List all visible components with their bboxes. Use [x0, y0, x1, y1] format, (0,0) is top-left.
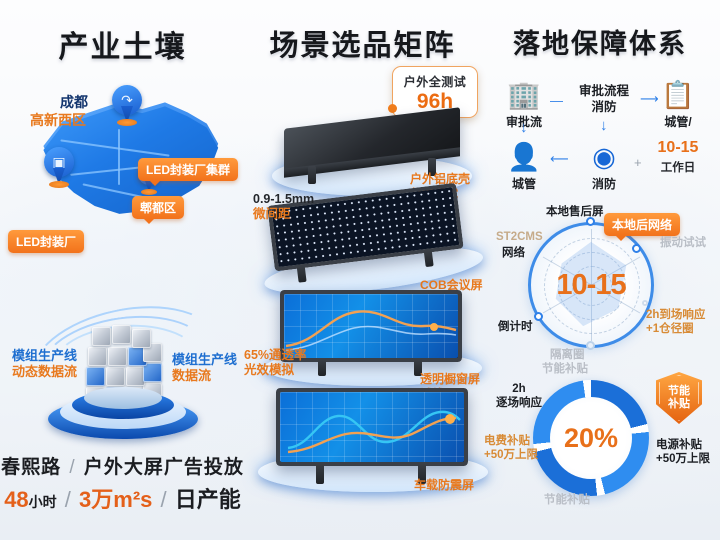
- radar-label-right-faint: 振动试试: [660, 237, 706, 249]
- donut-center-value: 20%: [550, 397, 632, 479]
- stats-capacity: 日产能: [174, 487, 241, 512]
- flow-node-urban-person[interactable]: 👤 城管: [494, 140, 554, 192]
- device-leg: [428, 158, 436, 176]
- screen-curve-chart: [285, 310, 457, 351]
- donut-label-power-subsidy: 电源补贴 +50万上限: [656, 439, 711, 466]
- flow-node-approval[interactable]: 🏢 审批流: [494, 78, 554, 130]
- label-module-line-left: 模组生产线 动态数据流: [12, 348, 78, 379]
- pin-chengdu[interactable]: ↷: [112, 85, 142, 126]
- flow-arrow-right-icon: ⟶: [640, 91, 659, 106]
- donut-label-top: 节能补贴: [542, 363, 588, 375]
- flow-node-urban-doc[interactable]: 📋 城管/: [648, 78, 708, 130]
- radar-label-top: 本地售后屏: [546, 206, 604, 218]
- screen-curve-chart: [287, 410, 461, 454]
- clipboard-icon: 📋: [661, 79, 695, 110]
- panel-landing-guarantee: 落地保障体系 🏢 审批流 📋 城管/ 👤 城管 ◉ 消防 审批流程 消防: [480, 0, 720, 540]
- spec-pixel-pitch: 0.9-1.5mm 微间距: [253, 192, 315, 222]
- flow-node-fire[interactable]: ◉ 消防: [574, 140, 634, 192]
- badge-dot-icon: [388, 104, 397, 113]
- left-stats: 春熙路 / 户外大屏广告投放 48小时 / 3万m²s / 日产能: [0, 452, 245, 514]
- person-icon: 👤: [507, 141, 541, 172]
- radar-label-bottom: 隔离圈: [550, 349, 585, 361]
- flow-working-days: 10-15 工作日: [657, 139, 699, 175]
- radar-label-response: 2h到场响应 +1仓径圈: [646, 309, 706, 336]
- donut-chart-subsidy[interactable]: 20%: [533, 380, 649, 496]
- donut-label-response: 2h 逐场响应: [496, 383, 542, 410]
- map-tag-led-factory[interactable]: LED封装厂: [8, 230, 85, 253]
- radar-node: [534, 312, 543, 321]
- radar-node: [642, 300, 648, 306]
- radar-label-countdown: 倒计时: [498, 321, 533, 333]
- device-screen: [276, 388, 468, 466]
- stats-row-2: 48小时 / 3万m²s / 日产能: [4, 487, 241, 512]
- page-title-mid: 场景选品矩阵: [269, 30, 456, 62]
- device-leg: [418, 462, 426, 484]
- watermark: [711, 526, 714, 535]
- map-city-label: 成都: [60, 94, 88, 110]
- radar-center-value: 10-15: [556, 268, 626, 301]
- flow-middle-label: 审批流程 消防: [578, 84, 629, 114]
- stats-hours-unit: 小时: [28, 494, 57, 510]
- badge-energy-subsidy[interactable]: 节能 补贴: [656, 372, 702, 424]
- podium-ring-inner: [84, 387, 162, 409]
- screen-chart-face: [280, 392, 464, 462]
- radar-label-left: 网络: [502, 247, 525, 259]
- map-border-line: [118, 129, 120, 185]
- device-leg: [308, 166, 316, 184]
- device-transparent-window-screen[interactable]: [264, 290, 482, 386]
- radar-badge-local-network[interactable]: 本地后网络: [604, 213, 681, 241]
- map-tag-pidu[interactable]: 郫都区: [132, 196, 185, 224]
- device-screen: [280, 290, 462, 362]
- radar-label-left-faint: ST2CMS: [496, 231, 543, 243]
- device-leg: [318, 358, 326, 376]
- radar-node: [632, 244, 641, 253]
- fire-shield-icon: ◉: [592, 141, 616, 172]
- stats-row-1: 春熙路 / 户外大屏广告投放: [1, 457, 244, 478]
- donut-label-bottom: 节能补贴: [544, 494, 590, 506]
- flow-arrow-down-icon: ↓: [520, 119, 528, 136]
- stats-hours-value: 48: [4, 487, 29, 512]
- label-module-line-right: 模组生产线 数据流: [172, 352, 238, 383]
- radar-node: [586, 341, 595, 350]
- donut-label-electricity-subsidy: 电费补贴 +50万上限: [484, 435, 539, 462]
- flow-plus-sign: +: [634, 155, 642, 170]
- radar-chart-aftersales[interactable]: 10-15: [528, 217, 654, 350]
- flow-arrow-down-icon: ↓: [600, 117, 608, 134]
- panel-industry-soil: 产业土壤 ↷ ▣: [0, 0, 245, 540]
- stats-area-value: 3万m²s: [79, 487, 153, 512]
- flow-arrow-right-icon: —: [550, 93, 563, 108]
- module-line-podium: [21, 290, 229, 445]
- radar-node: [586, 217, 595, 226]
- pin-factory[interactable]: ▣: [44, 147, 74, 188]
- page-title-left: 产业土壤: [58, 31, 187, 64]
- map-district-label: 高新西区: [30, 112, 86, 128]
- device-leg: [414, 358, 422, 376]
- page-title-right: 落地保障体系: [513, 29, 687, 59]
- building-icon: 🏢: [507, 79, 541, 110]
- map-tag-led-cluster[interactable]: LED封装厂集群: [138, 158, 239, 186]
- device-leg: [316, 462, 324, 484]
- panel-scene-matrix: 场景选品矩阵: [245, 0, 480, 540]
- label-vehicle-antishock-screen: 车载防震屏: [414, 478, 475, 492]
- flow-arrow-left-icon: ⟵: [550, 151, 569, 166]
- device-vehicle-antishock-screen[interactable]: [258, 388, 488, 492]
- spec-transparency: 65%通透率 光效模拟: [244, 348, 307, 378]
- approval-flow-diagram: 🏢 审批流 📋 城管/ 👤 城管 ◉ 消防 审批流程 消防 — ⟶ ↓: [488, 78, 716, 193]
